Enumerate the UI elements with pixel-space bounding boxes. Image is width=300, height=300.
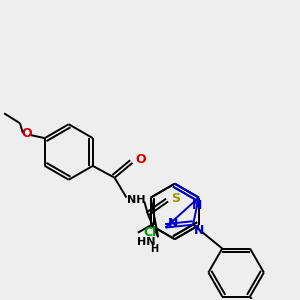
Text: N: N bbox=[194, 224, 204, 237]
Text: S: S bbox=[172, 192, 181, 205]
Text: HN: HN bbox=[137, 237, 155, 247]
Text: N: N bbox=[192, 199, 202, 212]
Text: N: N bbox=[168, 217, 178, 230]
Text: H: H bbox=[150, 244, 158, 254]
Text: NH: NH bbox=[127, 194, 146, 205]
Text: O: O bbox=[135, 153, 146, 167]
Text: Cl: Cl bbox=[143, 226, 156, 239]
Text: O: O bbox=[22, 127, 32, 140]
